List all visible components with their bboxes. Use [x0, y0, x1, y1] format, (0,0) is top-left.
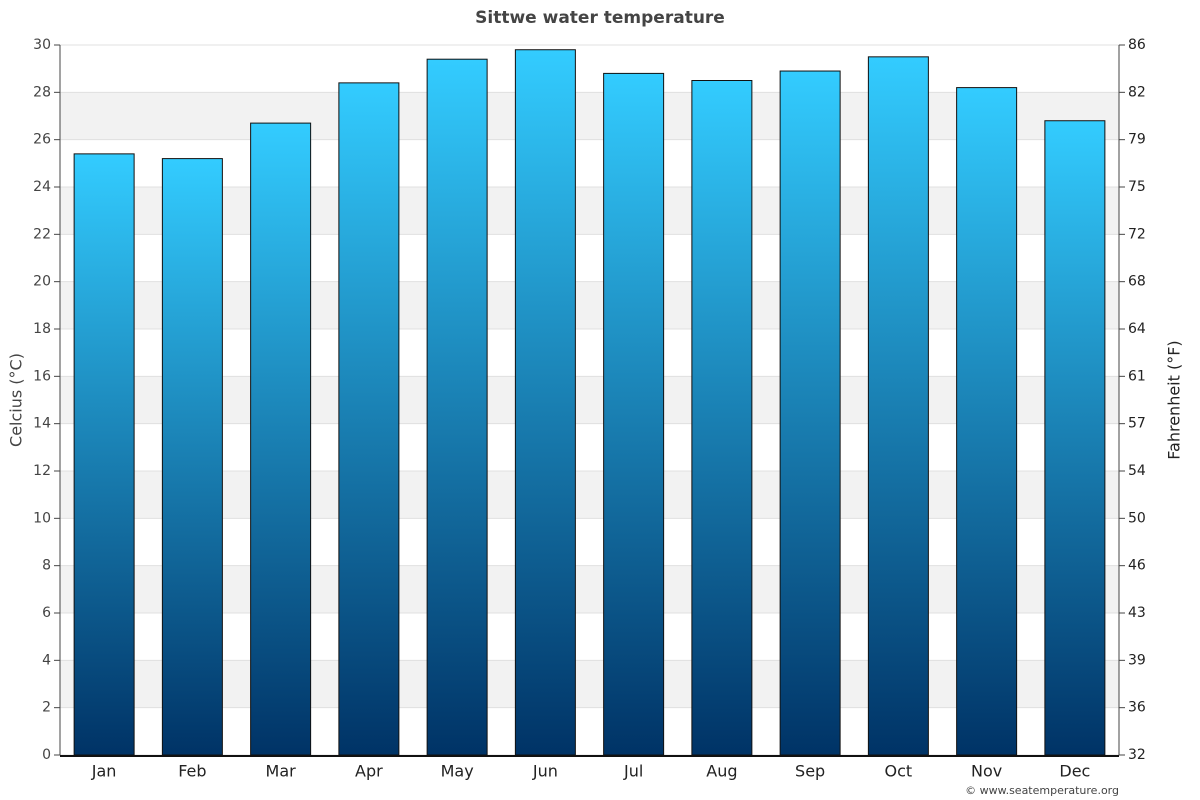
- y-tick-label: 18: [33, 321, 51, 337]
- x-tick-label: Dec: [1059, 762, 1090, 781]
- grid-band: [60, 471, 1119, 519]
- y2-tick-label: 72: [1128, 226, 1146, 242]
- y2-tick-label: 86: [1128, 37, 1146, 53]
- bar: [250, 122, 312, 756]
- bar: [514, 49, 576, 756]
- y2-tick-label: 46: [1128, 558, 1146, 574]
- bar: [338, 82, 400, 756]
- y-axis-label: Celcius (°C): [7, 353, 26, 447]
- grid-band: [60, 187, 1119, 235]
- y-tick-label: 22: [33, 226, 51, 242]
- y-tick-label: 12: [33, 463, 51, 479]
- bar: [956, 87, 1018, 756]
- bar: [691, 80, 753, 756]
- y-tick-label: 20: [33, 274, 51, 290]
- y-tick-label: 26: [33, 132, 51, 148]
- y-tick-label: 10: [33, 510, 51, 526]
- x-tick-label: Mar: [266, 762, 297, 781]
- y2-tick-label: 79: [1128, 132, 1146, 148]
- y2-tick-label: 36: [1128, 700, 1146, 716]
- y2-tick-label: 82: [1128, 84, 1146, 100]
- bar: [779, 70, 841, 756]
- bar: [426, 58, 488, 756]
- x-tick-label: Feb: [178, 762, 206, 781]
- y-tick-label: 4: [42, 652, 51, 668]
- bar: [73, 153, 135, 756]
- y2-tick-label: 54: [1128, 463, 1146, 479]
- credit: © www.seatemperature.org: [965, 784, 1119, 797]
- x-tick-label: Oct: [885, 762, 913, 781]
- y-tick-label: 0: [42, 747, 51, 763]
- x-tick-label: Apr: [355, 762, 383, 781]
- y2-tick-label: 43: [1128, 605, 1146, 621]
- y-tick-label: 24: [33, 179, 51, 195]
- y2-tick-label: 50: [1128, 510, 1146, 526]
- y-tick-label: 6: [42, 605, 51, 621]
- x-tick-label: Aug: [706, 762, 737, 781]
- grid-band: [60, 281, 1119, 329]
- y2-tick-label: 75: [1128, 179, 1146, 195]
- y-tick-label: 14: [33, 416, 51, 432]
- y2-tick-label: 61: [1128, 368, 1146, 384]
- x-tick-label: Jun: [532, 762, 558, 781]
- grid-band: [60, 376, 1119, 424]
- bar: [1044, 120, 1106, 756]
- y2-tick-label: 64: [1128, 321, 1146, 337]
- x-tick-label: Sep: [795, 762, 825, 781]
- x-tick-label: Jul: [623, 762, 643, 781]
- grid-band: [60, 92, 1119, 140]
- y-tick-label: 16: [33, 368, 51, 384]
- bar: [603, 72, 665, 756]
- y-tick-label: 28: [33, 84, 51, 100]
- y-tick-label: 8: [42, 558, 51, 574]
- y2-tick-label: 39: [1128, 652, 1146, 668]
- bar: [161, 158, 223, 756]
- chart-title: Sittwe water temperature: [475, 8, 725, 28]
- grid-band: [60, 565, 1119, 613]
- y-tick-label: 30: [33, 37, 51, 53]
- y2-tick-label: 68: [1128, 274, 1146, 290]
- x-tick-label: Jan: [91, 762, 117, 781]
- x-tick-label: Nov: [971, 762, 1002, 781]
- y2-axis-label: Fahrenheit (°F): [1165, 340, 1184, 459]
- y2-tick-label: 57: [1128, 416, 1146, 432]
- bar: [867, 56, 929, 756]
- y2-tick-label: 32: [1128, 747, 1146, 763]
- y-tick-label: 2: [42, 700, 51, 716]
- x-tick-label: May: [441, 762, 474, 781]
- grid-band: [60, 660, 1119, 708]
